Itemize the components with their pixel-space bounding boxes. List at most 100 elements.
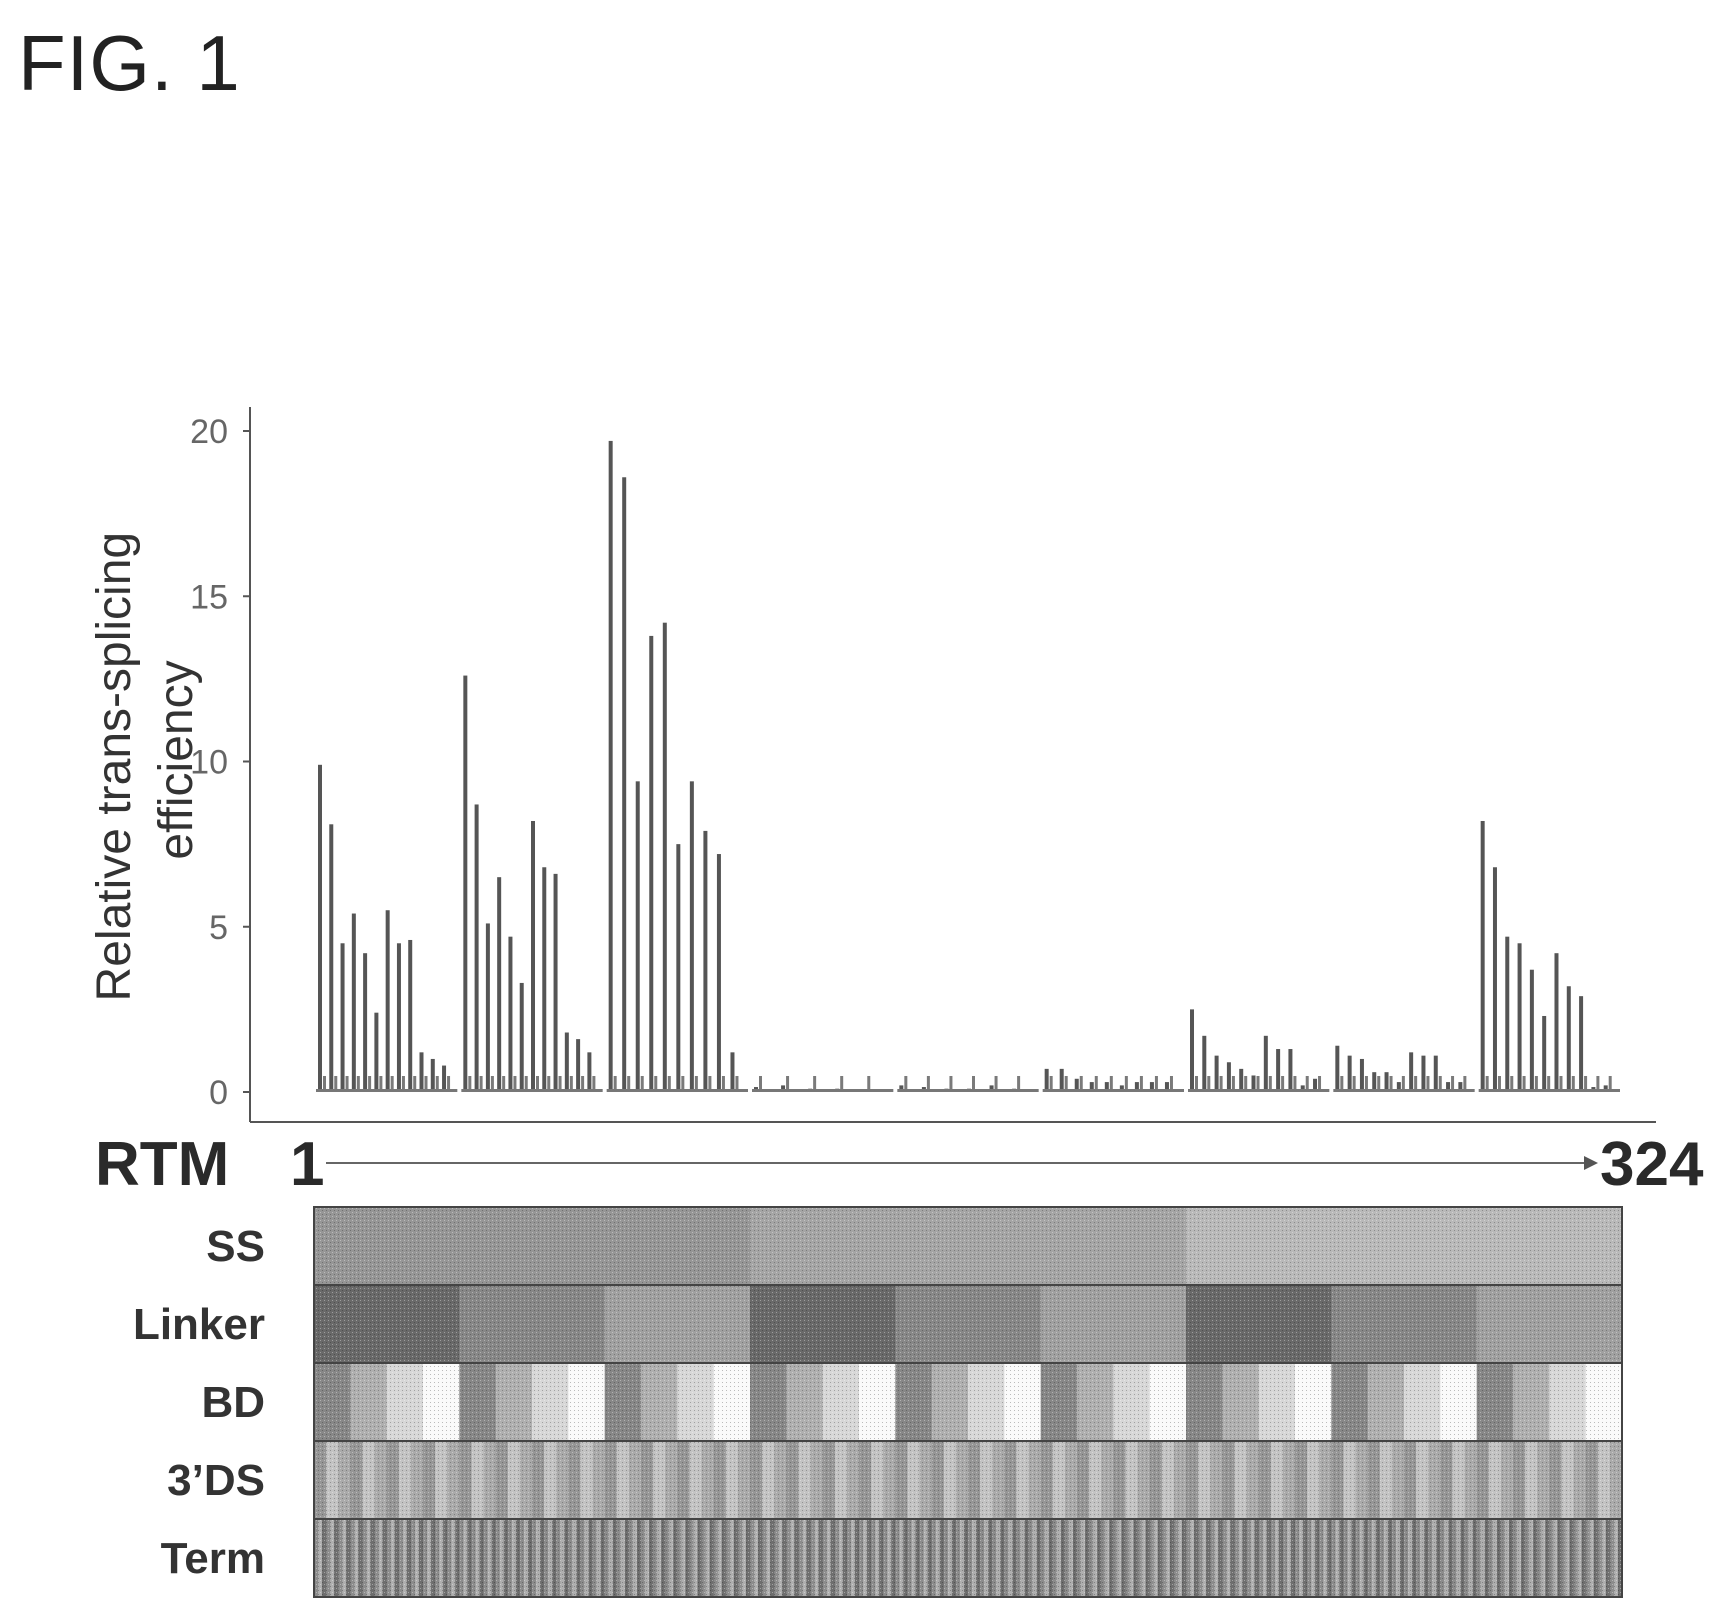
bar-minor: [1195, 1076, 1198, 1092]
bar-minor: [1485, 1076, 1489, 1092]
bar: [1164, 1082, 1169, 1092]
bar: [396, 943, 401, 1092]
annotation-border: [313, 1206, 1623, 1598]
bar: [430, 1058, 435, 1092]
bar-minor: [759, 1076, 762, 1092]
bar: [1044, 1068, 1049, 1092]
bar: [553, 873, 558, 1092]
bar: [781, 1085, 786, 1092]
bar: [1542, 1015, 1547, 1092]
bar: [419, 1052, 424, 1092]
bar-minor: [356, 1076, 360, 1092]
bar: [1214, 1055, 1219, 1092]
bar-minor: [786, 1076, 790, 1092]
bar-minor: [1064, 1076, 1068, 1092]
bar: [1313, 1078, 1318, 1092]
bar: [1134, 1082, 1139, 1092]
bar-minor: [447, 1076, 451, 1092]
bar-minor: [1340, 1076, 1344, 1092]
bar: [1372, 1072, 1377, 1092]
bar-minor: [558, 1076, 562, 1092]
bar: [1409, 1052, 1414, 1092]
bar-minor: [569, 1076, 573, 1092]
bar: [1480, 820, 1485, 1092]
bar-minor: [994, 1076, 998, 1092]
bar-minor: [972, 1076, 975, 1092]
bar: [1458, 1082, 1463, 1092]
bar-minor: [536, 1076, 539, 1092]
y-axis-label-line-2: efficiency: [150, 660, 203, 859]
bar-minor: [1571, 1076, 1575, 1092]
annotation-row-label: 3’DS: [167, 1456, 265, 1505]
bar-minor: [681, 1076, 685, 1092]
bar: [1202, 1035, 1207, 1092]
y-axis-label-line-1: Relative trans-splicing: [88, 532, 141, 1002]
bar: [1492, 867, 1497, 1092]
bar-minor: [1094, 1076, 1098, 1092]
bar: [463, 675, 468, 1092]
annotation-row-label: BD: [201, 1378, 265, 1427]
bar: [1384, 1072, 1389, 1092]
annotation-row-label: Linker: [133, 1300, 265, 1349]
bar-minor: [1377, 1076, 1381, 1092]
y-tick-label: 0: [209, 1074, 228, 1112]
bar-minor: [524, 1076, 528, 1092]
bar: [1119, 1085, 1124, 1092]
bar-minor: [1305, 1076, 1309, 1092]
y-axis-label: Relative trans-splicing efficiency: [88, 519, 203, 1002]
bar-minor: [1522, 1076, 1526, 1092]
bar-minor: [1318, 1076, 1322, 1092]
bar: [374, 1012, 379, 1092]
bar-baseline: [1188, 1089, 1330, 1092]
bar-minor: [667, 1076, 671, 1092]
bar-baseline: [1478, 1089, 1620, 1092]
bar-minor: [867, 1076, 871, 1092]
bar: [1446, 1082, 1451, 1092]
y-tick-label: 20: [190, 413, 228, 451]
bar-minor: [581, 1076, 585, 1092]
bar: [899, 1085, 904, 1092]
bar-minor: [1049, 1076, 1053, 1092]
bar-minor: [435, 1076, 439, 1092]
bar: [1251, 1075, 1256, 1092]
bar-minor: [613, 1076, 617, 1092]
bar-minor: [1426, 1076, 1430, 1092]
bar-minor: [1256, 1076, 1260, 1092]
bar-minor: [468, 1076, 472, 1092]
bar: [442, 1065, 447, 1092]
bar-minor: [1463, 1076, 1467, 1092]
bar: [576, 1039, 581, 1092]
bar: [1059, 1068, 1064, 1092]
bar-minor: [390, 1076, 394, 1092]
bar: [351, 913, 356, 1092]
bar: [1603, 1085, 1608, 1092]
bar-minor: [1124, 1076, 1128, 1092]
bar-baseline: [606, 1089, 748, 1092]
bar: [542, 867, 547, 1092]
bar-minor: [1219, 1076, 1223, 1092]
bar-minor: [1596, 1076, 1600, 1092]
bar: [676, 844, 681, 1092]
bar: [531, 820, 535, 1092]
annotation-texture: [314, 1207, 1622, 1285]
bar: [989, 1085, 994, 1092]
bar: [385, 910, 390, 1092]
annotation-texture: [314, 1519, 1622, 1597]
bar: [318, 764, 322, 1092]
bar: [1149, 1082, 1154, 1092]
bar: [329, 824, 334, 1092]
bar-minor: [654, 1076, 658, 1092]
bar-minor: [926, 1076, 930, 1092]
bar-minor: [735, 1076, 739, 1092]
bar-minor: [1207, 1076, 1211, 1092]
bar-minor: [1497, 1076, 1501, 1092]
y-tick-label: 10: [190, 744, 228, 782]
bar: [689, 781, 694, 1092]
bar: [1529, 969, 1534, 1092]
bar: [716, 854, 721, 1092]
bar-minor: [345, 1076, 349, 1092]
bar-minor: [1293, 1076, 1297, 1092]
bar-minor: [1451, 1076, 1455, 1092]
bar-baseline: [897, 1089, 1039, 1092]
bar: [1190, 1009, 1194, 1092]
